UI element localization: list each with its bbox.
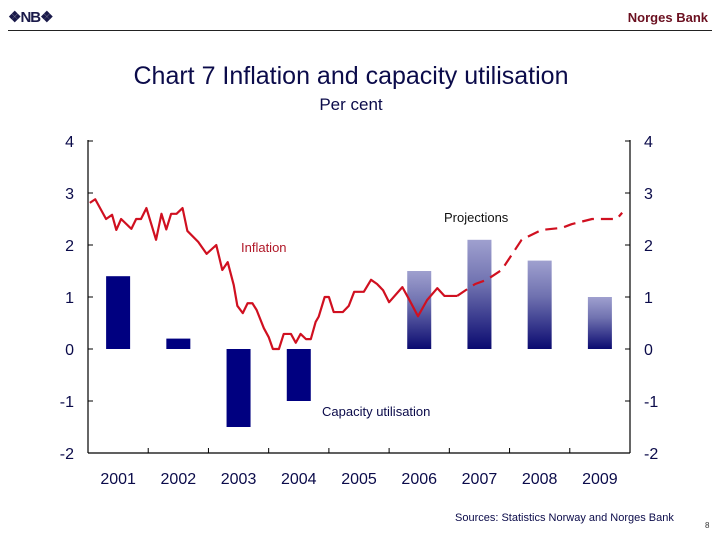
capacity-bar (106, 276, 131, 349)
header-divider (8, 30, 712, 31)
y-tick-label-right: 2 (644, 238, 653, 255)
x-tick-label: 2003 (221, 471, 257, 488)
inflation-label: Inflation (241, 240, 287, 255)
y-tick-label-right: 0 (644, 342, 653, 359)
x-tick-label: 2008 (522, 471, 558, 488)
capacity-bar (286, 349, 311, 401)
chart-title: Chart 7 Inflation and capacity utilisati… (133, 62, 569, 90)
x-tick-label: 2001 (100, 471, 136, 488)
x-tick-label: 2009 (582, 471, 618, 488)
y-tick-label-right: 4 (644, 134, 653, 151)
capacity-bar (166, 338, 191, 349)
source-note: Sources: Statistics Norway and Norges Ba… (455, 512, 674, 524)
x-tick-label: 2007 (462, 471, 498, 488)
y-tick-label-left: 4 (65, 134, 74, 151)
y-tick-label-right: -1 (644, 394, 658, 411)
y-tick-label-left: 2 (65, 238, 74, 255)
chart-subtitle: Per cent (319, 95, 383, 114)
y-tick-label-left: 3 (65, 186, 74, 203)
capacity-bar (587, 297, 612, 349)
capacity-bar (467, 239, 492, 349)
capacity-bar (226, 349, 251, 427)
capacity-label: Capacity utilisation (322, 404, 430, 419)
y-tick-label-right: -2 (644, 446, 658, 463)
capacity-bar (527, 260, 552, 349)
norges-bank-logo: ❖NB❖ (8, 9, 54, 26)
y-tick-label-left: 0 (65, 342, 74, 359)
inflation-projection-line (456, 212, 624, 297)
y-tick-label-right: 3 (644, 186, 653, 203)
x-tick-label: 2006 (401, 471, 437, 488)
brand-name: Norges Bank (627, 10, 708, 25)
inflation-line (89, 198, 458, 351)
y-tick-label-left: -2 (60, 446, 74, 463)
x-tick-label: 2002 (161, 471, 197, 488)
x-tick-label: 2004 (281, 471, 317, 488)
projections-label: Projections (444, 210, 509, 225)
y-tick-label-right: 1 (644, 290, 653, 307)
page-number: 8 (705, 521, 710, 530)
y-tick-label-left: -1 (60, 394, 74, 411)
y-tick-label-left: 1 (65, 290, 74, 307)
x-tick-label: 2005 (341, 471, 377, 488)
capacity-bar (407, 271, 432, 349)
